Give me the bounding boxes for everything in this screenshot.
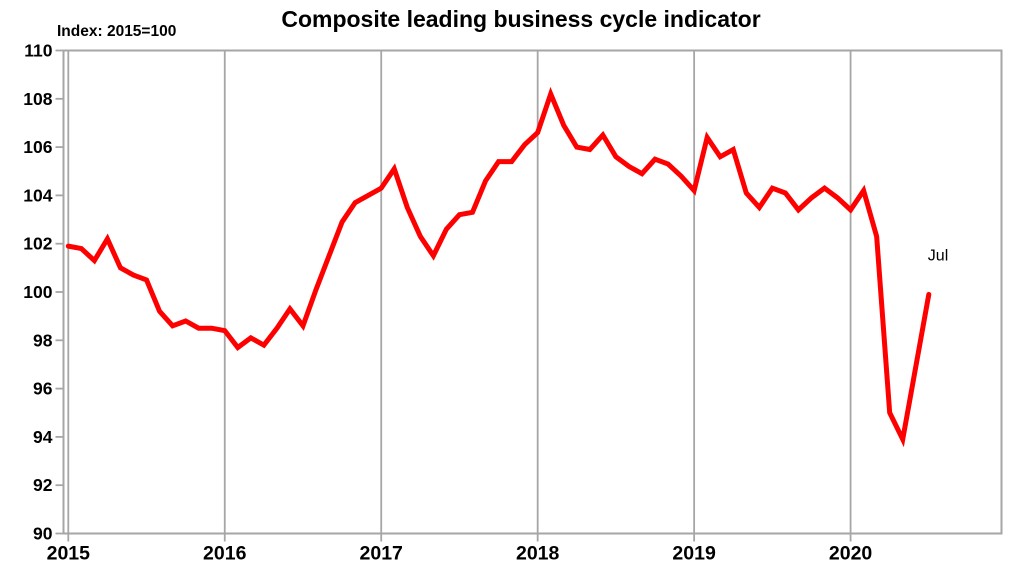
x-tick-label: 2019 [672,543,716,565]
x-tick-label: 2017 [360,543,403,565]
y-tick-label: 110 [24,41,52,61]
y-tick-label: 94 [33,427,53,447]
y-tick-label: 90 [33,524,53,544]
y-tick-label: 96 [33,379,53,399]
x-tick-label: 2016 [203,543,247,565]
y-tick-label: 104 [23,185,52,205]
plot-border [62,49,1003,535]
x-tick-label: 2020 [829,543,873,565]
x-tick-label: 2018 [516,543,560,565]
y-tick-label: 92 [33,475,53,495]
y-tick-label: 98 [33,330,53,350]
x-tick-label: 2015 [47,543,91,565]
chart-title: Composite leading business cycle indicat… [281,6,761,32]
y-tick-label: 100 [23,282,52,302]
series-end-label: Jul [928,247,948,264]
y-tick-label: 108 [23,89,52,109]
y-tick-label: 106 [23,137,52,157]
index-note: Index: 2015=100 [57,23,177,40]
indicator-line [65,86,932,448]
y-tick-label: 102 [23,234,52,254]
